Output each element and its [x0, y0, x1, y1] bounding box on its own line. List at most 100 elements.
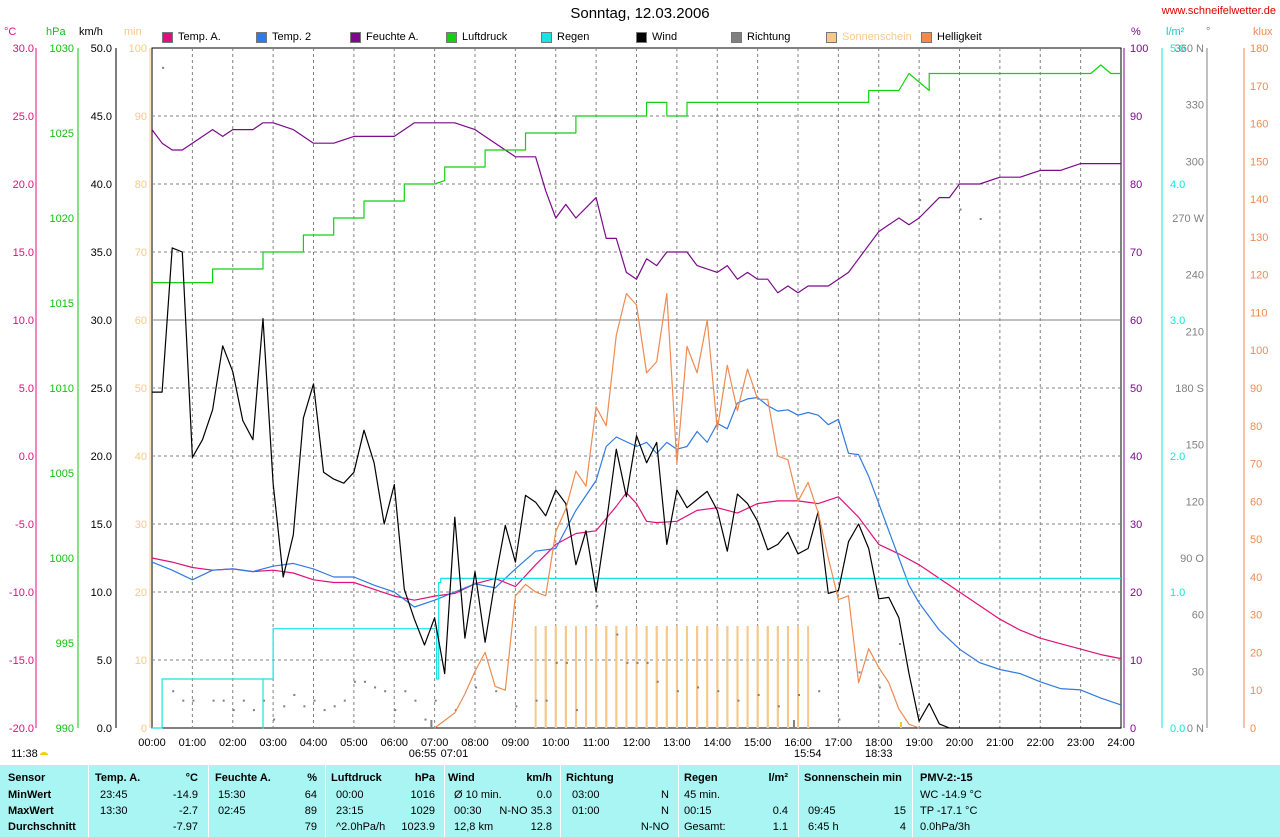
- stats-pmv-value: TP -17.1 °C: [920, 805, 978, 817]
- legend-swatch: [826, 31, 837, 43]
- stats-temp-value: -14.9: [172, 789, 198, 801]
- stats-divider: [325, 765, 326, 837]
- sun-tick-label: 40: [135, 451, 147, 463]
- stats-divider: [560, 765, 561, 837]
- x-tick-label: 03:00: [259, 737, 287, 749]
- direction-point: [858, 671, 861, 674]
- direction-point: [596, 605, 599, 608]
- legend-label: Regen: [557, 31, 590, 43]
- stats-header-pmv: PMV-2:-15: [920, 772, 973, 784]
- direction-tick-label: 30: [1192, 666, 1204, 678]
- direction-point: [656, 680, 659, 683]
- x-tick-label: 08:00: [461, 737, 489, 749]
- x-tick-label: 17:00: [825, 737, 853, 749]
- pressure-tick-label: 1030: [50, 43, 74, 55]
- stats-hum-time: 15:30: [218, 789, 246, 801]
- direction-tick-label: 300: [1186, 156, 1204, 168]
- direction-point: [263, 699, 266, 702]
- weather-chart: 30.0 25.0 20.0 15.0 10.0 5.0 0.0 -5.0 -10.0 -15.0…: [9, 43, 1268, 760]
- direction-point: [232, 709, 235, 712]
- x-tick-label: 01:00: [179, 737, 207, 749]
- stats-divider: [88, 765, 89, 837]
- stats-dir-time: 01:00: [572, 805, 600, 817]
- wind-tick-label: 10.0: [91, 587, 112, 599]
- pressure-tick-label: 1000: [50, 553, 74, 565]
- stats-dir-value: N: [661, 805, 669, 817]
- x-tick-label: 12:00: [623, 737, 651, 749]
- light-unit-label: klux: [1253, 26, 1273, 38]
- direction-tick-label: 240: [1186, 270, 1204, 282]
- pressure-tick-label: 1025: [50, 128, 74, 140]
- rain-tick-label: 5.0: [1170, 43, 1185, 55]
- direction-point: [404, 690, 407, 693]
- temp-tick-label: 15.0: [13, 247, 34, 259]
- direction-point: [919, 199, 922, 202]
- stats-dir-time: 03:00: [572, 789, 600, 801]
- wind-tick-label: 50.0: [91, 43, 112, 55]
- event-label-2: 15:54: [794, 748, 822, 760]
- light-tick-label: 10: [1250, 685, 1262, 697]
- x-tick-label: 10:00: [542, 737, 570, 749]
- direction-point: [313, 699, 316, 702]
- wind-tick-label: 40.0: [91, 179, 112, 191]
- stats-sun-value: 15: [893, 805, 906, 817]
- series-line-temp-2: [151, 396, 1122, 706]
- direction-point: [242, 699, 245, 702]
- stats-header-hum-unit: %: [307, 772, 317, 784]
- stats-header-hum: Feuchte A.: [215, 772, 271, 784]
- direction-point: [818, 690, 821, 693]
- stats-temp-time: 23:45: [100, 789, 128, 801]
- x-tick-label: 02:00: [219, 737, 247, 749]
- temp-tick-label: 10.0: [13, 315, 34, 327]
- x-tick-label: 20:00: [946, 737, 974, 749]
- stats-header-temp-unit: °C: [185, 772, 198, 784]
- stats-divider: [208, 765, 209, 837]
- sun-tick-label: 80: [135, 179, 147, 191]
- stats-header-sun: Sonnenschein min: [804, 772, 902, 784]
- direction-point: [565, 661, 568, 664]
- direction-point: [293, 694, 296, 696]
- stats-dir-value: N: [661, 789, 669, 801]
- stats-wind-time: Ø 10 min.: [454, 789, 502, 801]
- site-link[interactable]: www.schneifelwetter.de: [1161, 5, 1276, 17]
- direction-point: [757, 694, 760, 696]
- direction-point: [414, 699, 417, 702]
- stats-row-label: Durchschnitt: [8, 821, 76, 833]
- stats-press-time: 23:15: [336, 805, 364, 817]
- light-tick-label: 120: [1250, 270, 1268, 282]
- direction-point: [717, 690, 720, 693]
- light-tick-label: 100: [1250, 345, 1268, 357]
- stats-rain-time: Gesamt:: [684, 821, 726, 833]
- legend-label: Luftdruck: [462, 31, 508, 43]
- legend-label: Sonnenschein: [842, 31, 912, 43]
- rain-tick-label: 4.0: [1170, 179, 1185, 191]
- temp-unit-label: °C: [4, 26, 17, 38]
- stats-temp-time: 13:30: [100, 805, 128, 817]
- stats-header-rain-unit: l/m²: [768, 772, 788, 784]
- humidity-tick-label: 60: [1130, 315, 1142, 327]
- direction-tick-label: 150: [1186, 440, 1204, 452]
- stats-wind-time: 12,8 km: [454, 821, 494, 833]
- humidity-tick-label: 40: [1130, 451, 1142, 463]
- x-tick-label: 00:00: [138, 737, 166, 749]
- sunset-label: 18:33: [865, 748, 893, 760]
- stats-temp-value: -7.97: [172, 821, 198, 833]
- direction-point: [575, 709, 578, 712]
- x-tick-label: 23:00: [1067, 737, 1095, 749]
- legend-item: Temp. A.: [162, 31, 221, 43]
- pressure-tick-label: 1005: [50, 468, 74, 480]
- stats-header-wind-unit: km/h: [526, 772, 552, 784]
- stats-sun-time: 6:45 h: [808, 821, 839, 833]
- light-tick-label: 30: [1250, 610, 1262, 622]
- direction-point: [172, 690, 175, 693]
- direction-point: [212, 699, 215, 702]
- humidity-unit-label: %: [1131, 26, 1141, 38]
- stats-hum-value: 89: [304, 805, 317, 817]
- pressure-tick-label: 990: [56, 723, 74, 735]
- sun-icon: [40, 752, 48, 755]
- stats-header-press-unit: hPa: [414, 772, 435, 784]
- stats-divider: [678, 765, 679, 837]
- sun-tick-label: 70: [135, 247, 147, 259]
- direction-point: [252, 709, 255, 712]
- direction-point: [384, 690, 387, 693]
